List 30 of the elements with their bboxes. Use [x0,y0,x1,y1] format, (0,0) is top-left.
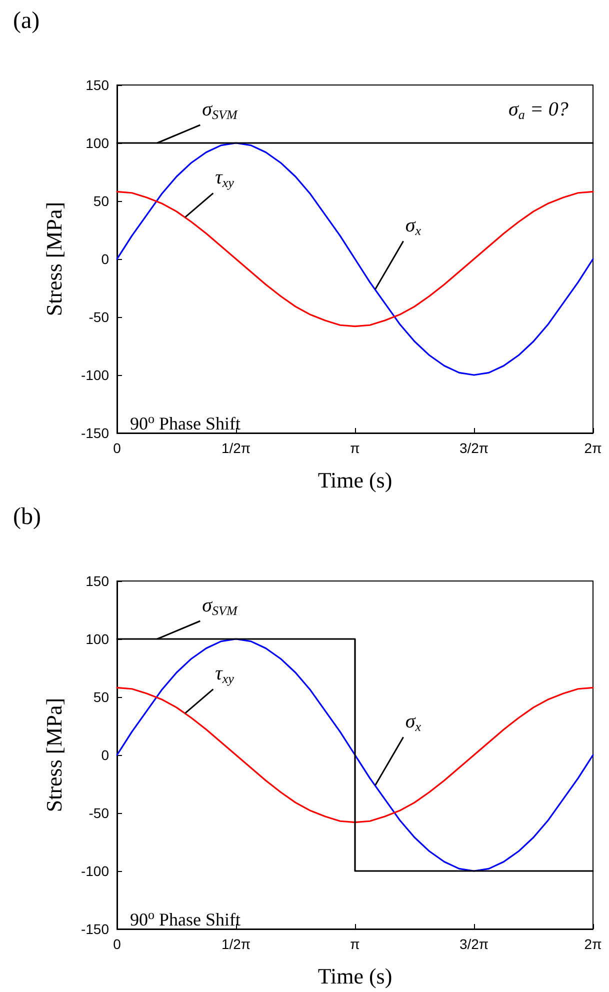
x-tick-label: 0 [113,936,122,952]
y-tick-label: 150 [86,77,110,93]
x-axis-title: Time (s) [318,964,392,988]
y-tick-label: 100 [86,135,110,151]
y-tick-label: 50 [93,689,110,705]
y-tick-label: -50 [88,805,110,821]
y-tick-label: 0 [101,747,110,763]
chart-title: (a) [13,8,40,34]
y-tick-label: -150 [80,425,110,441]
y-axis-title: Stress [MPa] [42,698,66,812]
y-tick-label: 100 [86,631,110,647]
y-axis-title: Stress [MPa] [42,202,66,316]
y-tick-label: -100 [80,367,110,383]
y-tick-label: 150 [86,573,110,589]
x-tick-label: 1/2π [221,936,251,952]
y-tick-label: 50 [93,193,110,209]
x-tick-label: 0 [113,440,122,456]
x-tick-label: 2π [584,936,602,952]
y-tick-label: -50 [88,309,110,325]
x-tick-label: 1/2π [221,440,251,456]
y-tick-label: 0 [101,251,110,267]
x-tick-label: 3/2π [459,936,489,952]
y-tick-label: -100 [80,863,110,879]
y-tick-label: -150 [80,921,110,937]
chart-title: (b) [13,504,41,530]
x-tick-label: 2π [584,440,602,456]
x-tick-label: 3/2π [459,440,489,456]
x-tick-label: π [350,936,360,952]
x-tick-label: π [350,440,360,456]
x-axis-title: Time (s) [318,468,392,492]
